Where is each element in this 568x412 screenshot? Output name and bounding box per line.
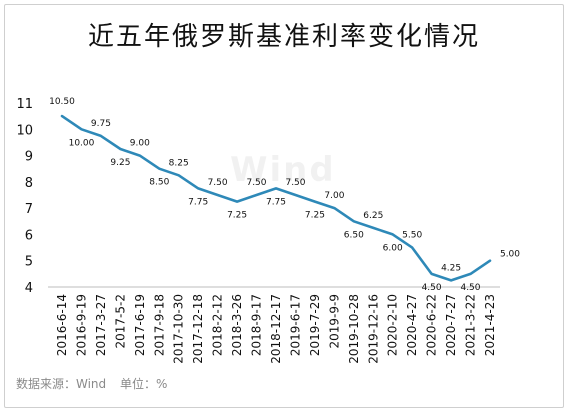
x-tick-label: 2019-7-29 (308, 294, 322, 356)
series-line (60, 114, 492, 282)
data-label: 5.50 (402, 231, 422, 241)
data-label: 7.00 (324, 191, 344, 201)
data-label: 4.25 (441, 263, 461, 273)
chart-title: 近五年俄罗斯基准利率变化情况 (87, 22, 480, 52)
x-tick-label: 2020-2-10 (386, 294, 400, 356)
x-tick-label: 2017-3-27 (94, 294, 108, 356)
data-label: 7.75 (188, 197, 208, 207)
x-tick-label: 2017-9-18 (152, 294, 166, 356)
data-label: 7.25 (305, 211, 325, 221)
x-tick-label: 2016-6-14 (55, 294, 69, 356)
data-label: 6.00 (383, 243, 403, 253)
data-label: 10.50 (49, 97, 75, 107)
x-tick-label: 2017-5-2 (113, 294, 127, 348)
x-tick-label: 2018-12-17 (269, 294, 283, 364)
x-tick-label: 2018-2-12 (211, 294, 225, 356)
data-label: 9.75 (91, 119, 111, 129)
x-tick-label: 2017-6-19 (133, 294, 147, 356)
data-label: 8.25 (169, 158, 189, 168)
x-tick-label: 2018-9-17 (250, 294, 264, 356)
data-label: 7.75 (266, 197, 286, 207)
data-label: 6.25 (363, 211, 383, 221)
y-tick-label: 11 (16, 97, 33, 112)
data-label: 4.50 (460, 283, 480, 293)
y-tick-label: 8 (25, 176, 33, 191)
data-label: 10.00 (69, 138, 95, 148)
x-tick-label: 2019-6-17 (289, 294, 303, 356)
data-label: 7.50 (208, 178, 228, 188)
x-tick-label: 2020-4-27 (405, 294, 419, 356)
x-tick-label: 2016-9-19 (75, 294, 89, 356)
unit-label: 单位：% (120, 377, 168, 391)
data-label: 6.50 (344, 230, 364, 240)
chart-footer: 数据来源：Wind 单位：% (16, 375, 177, 392)
x-tick-label: 2019-9-9 (327, 294, 341, 348)
x-tick-label: 2019-10-28 (347, 294, 361, 364)
data-label: 5.00 (500, 250, 520, 260)
y-tick-label: 6 (25, 228, 33, 243)
x-tick-label: 2017-10-30 (172, 294, 186, 364)
x-tick-label: 2020-6-22 (425, 294, 439, 356)
data-label: 4.50 (422, 283, 442, 293)
wind-watermark: Wind (230, 150, 336, 190)
x-tick-label: 2021-3-22 (464, 294, 478, 356)
data-label: 9.00 (130, 139, 150, 149)
x-tick-label: 2021-4-23 (483, 294, 497, 356)
x-tick-label: 2019-12-16 (366, 294, 380, 364)
x-tick-label: 2017-12-18 (191, 294, 205, 364)
data-label: 7.50 (285, 178, 305, 188)
data-label: 9.25 (110, 158, 130, 168)
data-label: 7.25 (227, 211, 247, 221)
source-label: 数据来源：Wind (16, 377, 107, 391)
chart-frame (4, 4, 564, 408)
y-tick-label: 5 (25, 255, 33, 270)
x-tick-label: 2020-7-27 (444, 294, 458, 356)
y-tick-label: 9 (25, 150, 33, 165)
data-label: 7.50 (246, 178, 266, 188)
x-tick-label: 2018-3-26 (230, 294, 244, 356)
y-tick-label: 7 (25, 202, 33, 217)
y-tick-label: 4 (25, 281, 33, 296)
y-tick-label: 10 (16, 123, 33, 138)
data-label: 8.50 (149, 178, 169, 188)
